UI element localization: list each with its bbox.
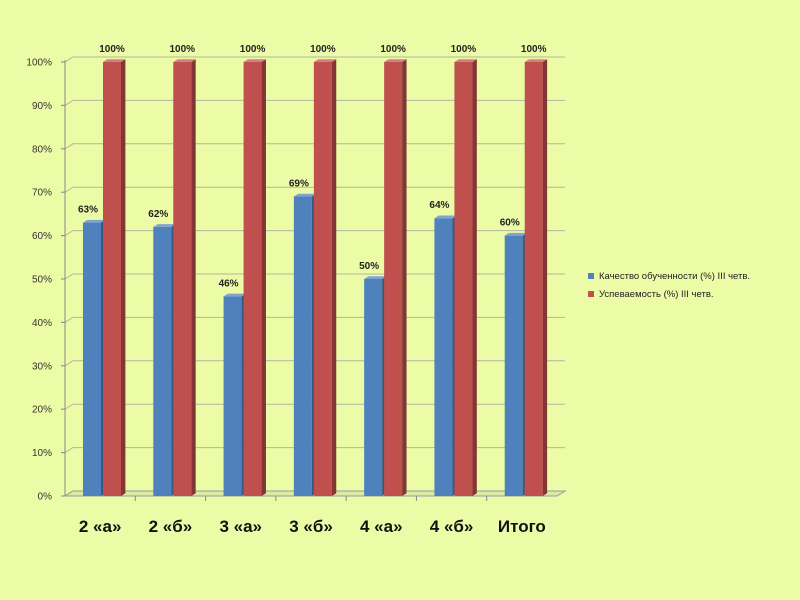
bar-front — [153, 226, 172, 497]
y-axis-tick-labels: 0% 10% 20% 30% 40% 50% 60% 70% 80% 90% 100% — [26, 58, 52, 503]
bar — [364, 276, 387, 496]
bar-top — [313, 59, 337, 62]
bar-side — [191, 59, 196, 496]
bar-top — [293, 193, 317, 197]
legend-entry: Успеваемость (%) III четв. — [599, 289, 714, 300]
bar — [384, 59, 407, 496]
data-label: 62% — [148, 209, 168, 220]
bar — [153, 224, 176, 497]
data-label: 60% — [500, 218, 520, 229]
bar-front — [313, 62, 332, 496]
bar — [83, 219, 106, 496]
bar-front — [504, 235, 523, 496]
bar-front — [384, 62, 403, 496]
data-label: 46% — [219, 278, 239, 289]
bar-front — [83, 222, 101, 496]
data-label: 100% — [99, 44, 125, 55]
y-tick-label: 10% — [32, 448, 52, 459]
y-tick-label: 80% — [32, 144, 52, 155]
data-label: 50% — [359, 261, 379, 272]
y-tick-label: 40% — [32, 318, 52, 329]
bar-top — [173, 59, 196, 62]
bar — [313, 59, 337, 496]
y-tick-label: 20% — [32, 405, 52, 416]
bar — [243, 59, 266, 496]
bar-top — [384, 59, 407, 62]
bar-top — [524, 59, 548, 62]
bar — [223, 293, 246, 496]
bar-top — [153, 224, 176, 227]
data-label: 100% — [521, 44, 547, 55]
bar-side — [542, 59, 548, 496]
bar-front — [103, 62, 121, 496]
x-category-label: 3 «а» — [219, 517, 262, 536]
data-label: 69% — [289, 179, 309, 190]
data-label: 100% — [169, 44, 195, 55]
bar-side — [402, 59, 407, 496]
bar-side — [472, 59, 477, 496]
bar — [454, 59, 477, 496]
bar-top — [83, 219, 106, 223]
data-label: 63% — [78, 205, 98, 216]
y-tick-label: 70% — [32, 188, 52, 199]
data-label: 64% — [429, 200, 449, 211]
bar-side — [331, 59, 337, 496]
bar-front — [223, 296, 242, 496]
bar — [524, 59, 548, 496]
data-labels: 63% 100% 62% 100% 46% 100% 69% 100% 50% 100% 64% 10… — [78, 44, 547, 289]
bar-front — [434, 218, 453, 497]
x-category-label: 4 «а» — [360, 517, 403, 536]
chart-bars — [83, 59, 548, 497]
data-label: 100% — [380, 44, 406, 55]
bar-top — [454, 59, 477, 62]
bar-front — [293, 196, 312, 497]
bar — [173, 59, 196, 496]
bar-front — [243, 62, 262, 496]
bar-front — [173, 62, 192, 496]
gridline — [64, 56, 565, 63]
x-category-label: Итого — [498, 517, 546, 536]
bar-front — [454, 62, 473, 496]
bar-top — [504, 232, 528, 236]
x-axis-category-labels: 2 «а» 2 «б» 3 «а» 3 «б» 4 «а» 4 «б» Итого — [79, 517, 546, 536]
bar-top — [243, 59, 266, 62]
bar-top — [434, 215, 457, 219]
chart-legend: Качество обученности (%) III четв. Успева… — [588, 271, 750, 300]
bar-top — [364, 276, 387, 279]
bar-side — [121, 59, 126, 496]
legend-entry: Качество обученности (%) III четв. — [599, 271, 750, 282]
x-category-label: 3 «б» — [289, 517, 333, 536]
y-tick-label: 0% — [38, 492, 53, 503]
bar — [293, 193, 317, 497]
data-label: 100% — [310, 44, 336, 55]
x-category-label: 2 «б» — [149, 517, 193, 536]
y-tick-label: 90% — [32, 101, 52, 112]
bar-top — [103, 59, 126, 62]
bar — [434, 215, 457, 497]
bar-top — [223, 293, 246, 297]
bar-side — [261, 59, 266, 496]
bar-front — [524, 62, 543, 496]
y-tick-label: 60% — [32, 231, 52, 242]
y-tick-label: 50% — [32, 275, 52, 286]
legend-swatch — [588, 291, 594, 297]
data-label: 100% — [451, 44, 477, 55]
x-category-label: 2 «а» — [79, 517, 122, 536]
x-category-label: 4 «б» — [430, 517, 474, 536]
y-tick-label: 30% — [32, 361, 52, 372]
bar-front — [364, 279, 383, 496]
data-label: 100% — [240, 44, 266, 55]
legend-swatch — [588, 273, 594, 279]
y-tick-label: 100% — [26, 58, 52, 69]
bar — [103, 59, 126, 496]
bar — [504, 232, 528, 496]
